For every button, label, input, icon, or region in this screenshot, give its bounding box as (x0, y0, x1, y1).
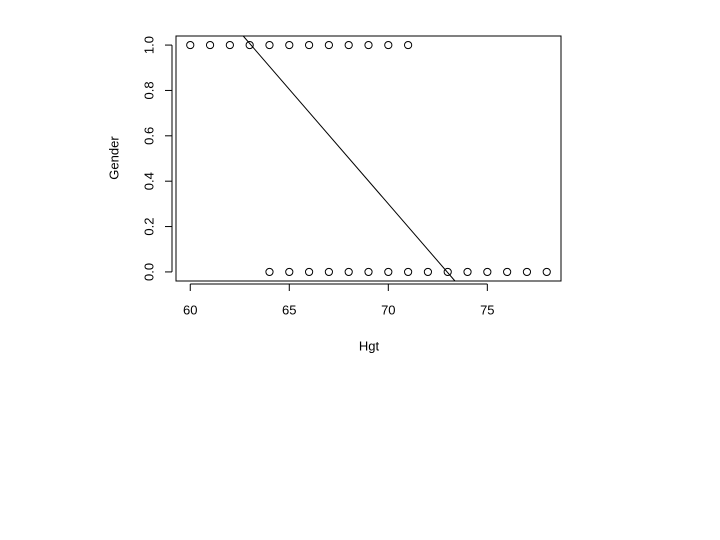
data-point (503, 267, 512, 277)
data-point (285, 267, 294, 277)
data-point (404, 267, 413, 277)
data-point (304, 40, 314, 50)
x-tick-label: 70 (381, 302, 395, 317)
data-point (364, 40, 373, 50)
data-point (483, 267, 492, 277)
y-tick-label: 0.6 (141, 127, 156, 145)
data-point (364, 267, 373, 277)
data-point (205, 40, 215, 50)
y-tick-label: 0.8 (141, 81, 156, 99)
data-point (542, 267, 551, 277)
data-point (463, 267, 472, 277)
data-point (423, 267, 433, 277)
y-axis-title: Gender (106, 136, 121, 180)
data-point (265, 267, 274, 277)
data-point (384, 267, 393, 277)
data-point (384, 40, 393, 50)
data-point (522, 267, 532, 277)
x-tick-label: 65 (282, 302, 296, 317)
y-tick-label: 0.0 (141, 263, 156, 281)
y-tick-label: 0.4 (141, 172, 156, 190)
y-tick-label: 0.2 (141, 218, 156, 236)
data-point (304, 267, 314, 277)
data-point (443, 267, 452, 277)
x-tick-label: 75 (480, 302, 494, 317)
fit-line (242, 35, 456, 282)
data-point (324, 267, 333, 277)
x-tick-label: 60 (183, 302, 197, 317)
x-axis-title: Hgt (359, 338, 380, 353)
plot-box (175, 35, 562, 282)
data-point (225, 40, 234, 50)
y-tick-label: 1.0 (141, 36, 156, 54)
data-point (265, 40, 274, 50)
data-point (344, 40, 353, 50)
data-point (404, 40, 413, 50)
data-point (186, 40, 195, 50)
data-point (324, 40, 333, 50)
data-point (285, 40, 294, 50)
data-point (245, 40, 254, 50)
data-point (344, 267, 353, 277)
